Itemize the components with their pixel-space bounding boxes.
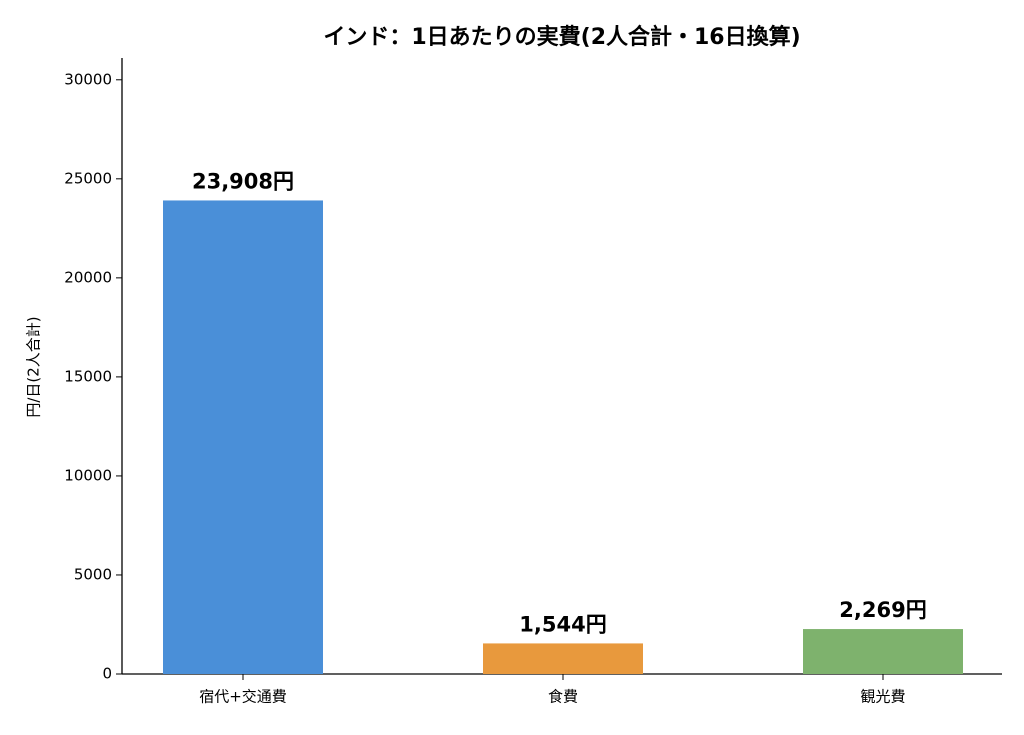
y-tick-label: 25000 [64, 169, 112, 187]
bar [803, 629, 963, 674]
y-tick-label: 5000 [74, 565, 112, 583]
y-tick-label: 15000 [64, 367, 112, 385]
value-label: 1,544円 [519, 612, 606, 636]
y-tick-label: 30000 [64, 70, 112, 88]
bar [483, 643, 643, 674]
y-tick-label: 0 [102, 665, 112, 683]
value-label: 2,269円 [839, 598, 926, 622]
y-axis-label: 円/日(2人合計) [25, 316, 43, 417]
y-tick-label: 20000 [64, 268, 112, 286]
chart-title: インド：1日あたりの実費(2人合計・16日換算) [323, 24, 800, 50]
bar [163, 200, 323, 675]
x-tick-label: 宿代+交通費 [199, 688, 287, 706]
y-tick-label: 10000 [64, 466, 112, 484]
value-label: 23,908円 [192, 169, 294, 193]
x-tick-label: 食費 [548, 688, 578, 706]
x-tick-label: 観光費 [860, 688, 905, 706]
